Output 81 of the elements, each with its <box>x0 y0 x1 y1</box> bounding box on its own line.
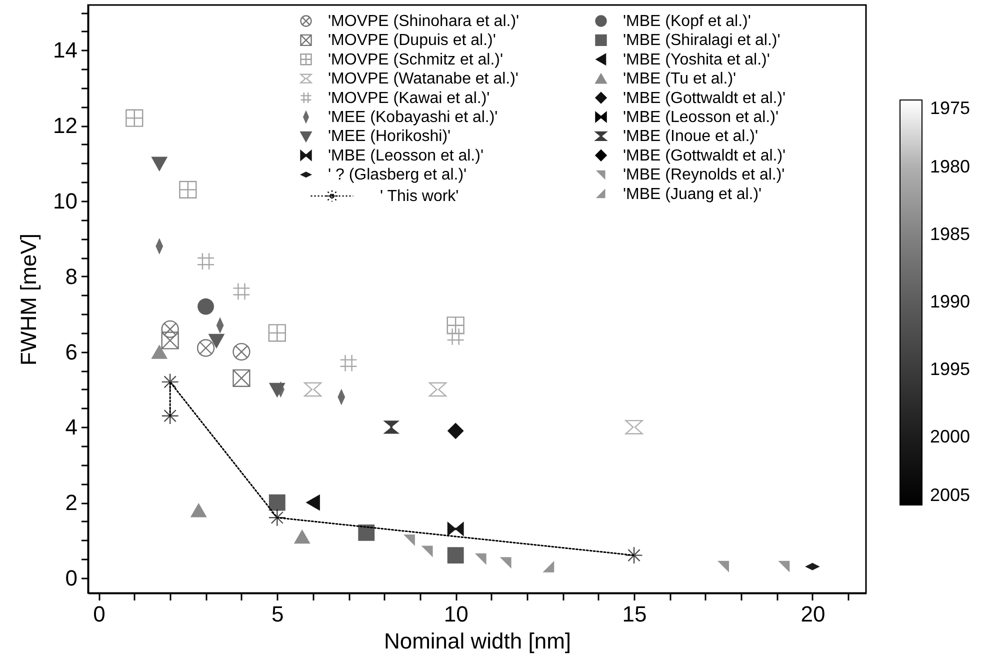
legend-label: 'MOVPE (Schmitz et al.)' <box>328 51 504 68</box>
legend-label: 'MBE (Inoue et al.)' <box>623 128 758 146</box>
point <box>500 557 512 569</box>
legend-label: 'MOVPE (Dupuis et al.)' <box>328 32 496 50</box>
legend-label: 'MOVPE (Kawai et al.)' <box>328 90 490 107</box>
point <box>196 252 215 270</box>
color-bar-label: 2005 <box>930 485 970 505</box>
point <box>447 422 464 440</box>
color-bar-label: 1980 <box>930 156 970 176</box>
y-tick-label: 0 <box>65 565 78 590</box>
y-tick-label: 4 <box>65 414 78 440</box>
color-bar-label: 1990 <box>930 292 970 312</box>
point <box>126 109 144 127</box>
legend-label: 'MBE (Gottwaldt et al.)' <box>623 90 786 107</box>
point <box>294 529 310 544</box>
x-tick-label: 15 <box>622 602 647 626</box>
point <box>358 524 375 541</box>
point <box>474 553 486 565</box>
color-bar-label: 1995 <box>930 359 970 379</box>
legend-label: 'MBE (Yoshita et al.)' <box>623 51 770 68</box>
point <box>208 334 225 349</box>
legend-label: 'MOVPE (Watanabe et al.)' <box>328 70 518 88</box>
point <box>446 316 464 334</box>
point <box>383 420 400 434</box>
legend-label: 'MEE (Horikoshi)' <box>328 128 451 146</box>
point <box>306 494 320 511</box>
x-tick-label: 20 <box>800 602 826 626</box>
point <box>428 382 447 397</box>
y-tick-label: 8 <box>65 264 78 289</box>
point <box>403 534 415 546</box>
point <box>778 560 790 572</box>
point <box>304 382 322 397</box>
legend-label: 'MBE (Tu et al.)' <box>623 70 736 88</box>
legend-label: ' This work' <box>380 188 459 205</box>
legend-label: 'MEE (Kobayashi et al.)' <box>328 109 498 126</box>
point <box>232 369 250 387</box>
y-tick-label: 10 <box>53 188 78 214</box>
legend-label: 'MBE (Gottwaldt et al.)' <box>623 147 786 164</box>
point <box>198 298 214 315</box>
legend-label: 'MOVPE (Shinohara et al.)' <box>328 13 520 30</box>
y-tick-label: 2 <box>65 490 78 516</box>
x-tick-label: 5 <box>272 602 284 626</box>
point <box>161 373 179 391</box>
legend-label: ' ? (Glasberg et al.)' <box>328 166 467 184</box>
legend-label: 'MBE (Juang et al.)' <box>623 186 762 203</box>
point <box>151 344 168 359</box>
y-tick-label: 14 <box>53 38 78 63</box>
point <box>447 547 464 564</box>
point <box>179 180 197 199</box>
point <box>447 522 464 536</box>
point <box>190 502 207 518</box>
point <box>340 354 358 372</box>
y-axis-title: FWHM [meV] <box>16 234 42 366</box>
point <box>542 560 554 572</box>
y-tick-label: 6 <box>65 339 78 364</box>
color-bar-label: 1985 <box>930 224 970 244</box>
point <box>196 339 215 357</box>
color-bar-label: 1975 <box>930 98 970 118</box>
point <box>446 328 464 346</box>
point <box>625 420 643 434</box>
x-tick-label: 0 <box>93 602 106 626</box>
point <box>268 382 286 398</box>
x-axis-title: Nominal width [nm] <box>384 628 572 654</box>
point <box>625 546 643 564</box>
point <box>232 282 250 300</box>
legend-label: 'MBE (Kopf et al.)' <box>623 13 751 30</box>
legend-label: 'MBE (Leosson et al.)' <box>328 147 484 164</box>
point <box>268 324 286 342</box>
point <box>717 560 729 572</box>
point <box>161 407 179 425</box>
legend-label: 'MBE (Leosson et al.)' <box>623 109 779 126</box>
point <box>268 494 286 511</box>
legend-label: 'MBE (Shiralagi et al.)' <box>623 32 780 50</box>
y-tick-label: 12 <box>53 113 78 138</box>
x-tick-label: 10 <box>444 602 468 626</box>
point <box>151 156 168 172</box>
color-bar-label: 2000 <box>930 426 970 446</box>
legend-label: 'MBE (Reynolds et al.)' <box>623 166 785 184</box>
point <box>421 546 433 558</box>
point <box>268 508 286 526</box>
point <box>232 342 250 361</box>
